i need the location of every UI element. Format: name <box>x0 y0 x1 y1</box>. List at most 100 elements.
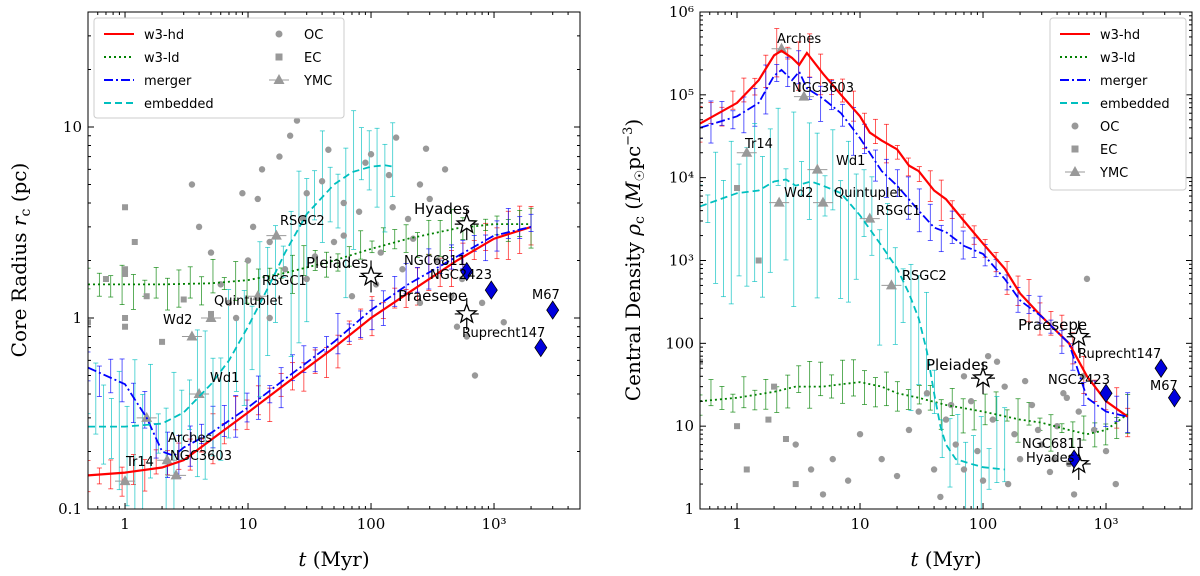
oc-point <box>254 195 261 203</box>
ymc-point <box>776 42 788 53</box>
oc-point <box>1112 480 1119 488</box>
oc-point <box>1083 275 1091 283</box>
star-marker <box>1067 324 1090 347</box>
annotation-label: Wd1 <box>210 371 239 386</box>
oc-point <box>195 223 203 231</box>
oc-point <box>829 455 836 463</box>
legend-label-OC: OC <box>1100 120 1119 135</box>
oc-point <box>416 299 424 307</box>
oc-point <box>463 333 470 340</box>
oc-point <box>299 215 307 223</box>
y-tick-label: 1 <box>684 500 694 518</box>
annotation-label: Quintuplet <box>214 294 283 309</box>
oc-point <box>979 477 987 484</box>
oc-point <box>448 293 455 300</box>
ec-point <box>755 257 762 264</box>
ymc-point <box>885 279 897 290</box>
oc-point <box>266 238 273 246</box>
ymc-point <box>741 146 753 157</box>
legend-swatch-OC <box>275 30 283 38</box>
y-tick-label: 10 <box>675 417 694 435</box>
oc-point <box>984 352 992 360</box>
oc-point <box>249 223 257 231</box>
oc-point <box>915 408 922 415</box>
legend-label-EC: EC <box>1100 143 1117 158</box>
oc-point <box>441 166 449 173</box>
legend-swatch-EC <box>1071 145 1079 153</box>
x-tick-label: 1 <box>732 515 742 533</box>
annotation-label: M67 <box>1150 379 1178 394</box>
legend-label-merger: merger <box>144 74 192 89</box>
legend-swatch-EC <box>275 53 283 61</box>
oc-point <box>989 416 996 423</box>
ymc-point <box>119 475 131 486</box>
annotation-label: Pleiades <box>306 254 369 272</box>
series-line-w3-hd <box>88 225 532 477</box>
oc-point <box>878 455 885 463</box>
annotation-label: NGC6811 <box>404 254 466 269</box>
oc-point <box>325 146 332 153</box>
ymc-point <box>161 454 173 465</box>
oc-point <box>923 390 931 397</box>
legend-label-embedded: embedded <box>144 97 214 112</box>
oc-point <box>303 275 310 283</box>
annotation-label: Tr14 <box>744 137 773 152</box>
annotation-label: Wd1 <box>836 154 865 169</box>
oc-point <box>404 215 412 223</box>
oc-point <box>225 299 233 307</box>
ec-point <box>122 270 129 277</box>
diamond-marker <box>546 300 560 320</box>
oc-point <box>1046 468 1054 476</box>
annotation-label: Quintuplet <box>834 186 903 201</box>
y-tick-label: 100 <box>665 334 694 352</box>
oc-point <box>453 323 461 330</box>
annotation-label: Pleiades <box>926 356 989 374</box>
ymc-point <box>864 212 876 223</box>
oc-point <box>266 314 273 322</box>
right-x-axis-label: t (Myr) <box>910 547 981 571</box>
oc-point <box>232 314 240 322</box>
oc-point <box>937 493 944 501</box>
legend-label-EC: EC <box>304 51 321 66</box>
annotation-label: RSGC1 <box>876 204 921 219</box>
left-ticks: 1 10 100 10³ 0.1 1 10 <box>58 11 581 533</box>
oc-point <box>276 153 283 160</box>
oc-point <box>389 204 396 211</box>
oc-point <box>340 232 347 239</box>
x-tick-label: 100 <box>357 515 386 533</box>
core-radius-chart: Tr14 Arches NGC3603 Wd1 Wd2 Quintuplet RSGC1 RS… <box>7 11 581 571</box>
left-plot-content <box>88 110 560 509</box>
annotation-label: RSGC2 <box>280 214 325 229</box>
ec-point <box>102 276 109 283</box>
oc-point <box>967 398 975 405</box>
diamond-marker <box>1154 358 1168 378</box>
ec-point <box>734 185 741 192</box>
left-annotations: Tr14 Arches NGC3603 Wd1 Wd2 Quintuplet RSGC1 RS… <box>125 200 560 470</box>
ec-point <box>771 383 778 390</box>
diamond-marker <box>1067 449 1081 469</box>
oc-point <box>1079 373 1087 380</box>
oc-point <box>416 181 424 188</box>
central-density-chart: Arches NGC3603 Tr14 Wd1 Wd2 Quintuplet RSGC1 RS… <box>621 3 1193 571</box>
ec-point <box>122 323 129 330</box>
x-tick-label: 10³ <box>1093 515 1118 533</box>
annotation-label: Ruprecht147 <box>462 326 545 341</box>
right-y-axis-label: Central Density ρc (M☉pc−3) <box>621 119 648 401</box>
ymc-point <box>186 330 198 341</box>
oc-point <box>893 472 901 480</box>
annotation-label: RSGC2 <box>902 269 947 284</box>
annotation-label: Wd2 <box>784 186 813 201</box>
oc-point <box>293 117 301 124</box>
star-marker <box>455 302 478 324</box>
oc-point <box>362 159 369 166</box>
oc-point <box>311 253 319 260</box>
annotation-label: NGC6811 <box>1022 437 1084 452</box>
right-ticks: 1 10 100 10³ 1 10 100 10³ 10⁴ 10⁵ 10⁶ <box>665 3 1193 533</box>
ec-point <box>765 416 772 423</box>
oc-point <box>385 171 393 179</box>
annotation-label: NGC2423 <box>1048 373 1110 388</box>
ymc-point <box>205 311 217 322</box>
oc-point <box>942 416 950 423</box>
right-scatter <box>700 42 1119 501</box>
ymc-point <box>170 469 182 480</box>
